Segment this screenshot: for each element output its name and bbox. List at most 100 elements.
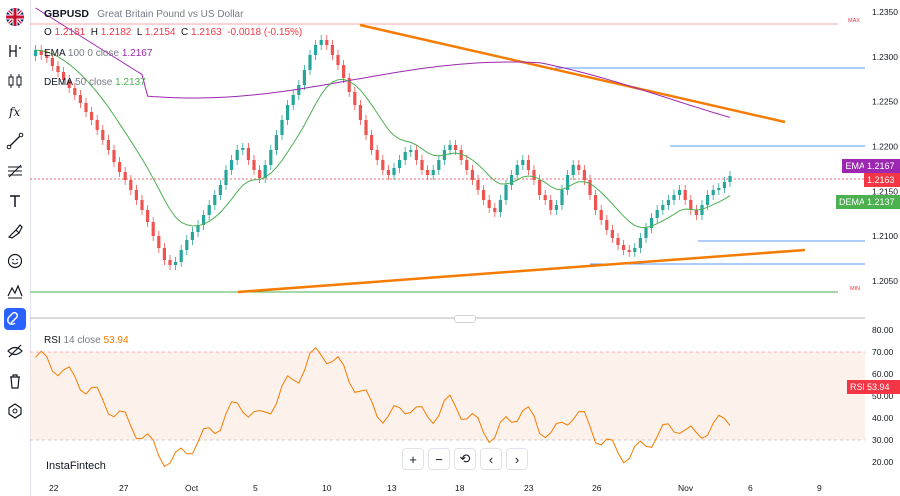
candle-body: [353, 92, 357, 105]
candle-body: [549, 200, 553, 210]
candle-body: [364, 120, 368, 135]
rsi-axis-label: 70.00: [872, 347, 894, 357]
candle-body: [196, 225, 200, 232]
candle-body: [706, 195, 710, 205]
zoom-out-button[interactable]: −: [428, 448, 450, 470]
price-axis-label: 1.2150: [872, 186, 898, 196]
candle-body: [258, 170, 262, 178]
rsi-tag-value: 53.94: [867, 382, 890, 392]
candle-body: [683, 190, 687, 200]
indicator-h-icon[interactable]: [4, 40, 26, 62]
candle-body: [678, 190, 682, 195]
dema-tag-value: 1.2137: [867, 197, 895, 207]
scroll-right-button[interactable]: ›: [506, 448, 528, 470]
dema-legend[interactable]: DEMA 50 close 1.2137: [44, 77, 146, 88]
pattern-tool-icon[interactable]: [4, 280, 26, 302]
candle-body: [291, 95, 295, 105]
magnet-tool-icon[interactable]: [4, 308, 26, 330]
candle-body: [106, 140, 110, 150]
candle-body: [123, 172, 127, 180]
candle-body: [280, 120, 284, 135]
candle-body: [465, 160, 469, 170]
reset-chart-button[interactable]: ⟲: [454, 448, 476, 470]
trendline-tool-icon[interactable]: [4, 130, 26, 152]
candle-body: [454, 145, 458, 150]
scroll-left-button[interactable]: ‹: [480, 448, 502, 470]
candle-body: [599, 210, 603, 220]
candle-body: [308, 55, 312, 70]
zoom-in-button[interactable]: +: [402, 448, 424, 470]
emoji-tool-icon[interactable]: [4, 250, 26, 272]
time-axis-label: 9: [817, 483, 822, 493]
candle-body: [633, 248, 637, 252]
candle-body: [420, 160, 424, 170]
candle-body: [224, 170, 228, 185]
pane-resize-handle[interactable]: [454, 315, 476, 323]
candle-body: [342, 65, 346, 78]
symbol-ticker[interactable]: GBPUSD: [44, 8, 89, 20]
candle-body: [179, 250, 183, 262]
candle-body: [554, 205, 558, 210]
candle-body: [112, 150, 116, 162]
brush-tool-icon[interactable]: [4, 220, 26, 242]
candle-body: [90, 112, 94, 120]
candle-body: [297, 85, 301, 95]
text-tool-icon[interactable]: [4, 190, 26, 212]
fib-tool-icon[interactable]: [4, 160, 26, 182]
function-fx-icon[interactable]: fx: [4, 100, 26, 122]
candle-body: [84, 103, 88, 112]
candle-body: [566, 175, 570, 190]
candle-body: [543, 195, 547, 200]
symbol-legend: GBPUSD Great Britain Pound vs US Dollar: [44, 8, 243, 20]
candlesticks: [34, 35, 732, 270]
dema-price-tag: DEMA: [835, 195, 868, 209]
high-label: H: [90, 27, 98, 38]
ema-line: [35, 7, 731, 118]
ema-legend[interactable]: EMA 100 0 close 1.2167: [44, 48, 152, 59]
open-label: O: [44, 27, 52, 38]
rsi-axis-label: 80.00: [872, 325, 894, 335]
candle-body: [319, 40, 323, 45]
candle-body: [571, 165, 575, 175]
candle-body: [252, 160, 256, 170]
candle-body: [207, 205, 211, 215]
candle-body: [526, 160, 530, 170]
rsi-tag-label: RSI: [849, 382, 865, 392]
open-value: 1.2181: [54, 27, 86, 38]
rsi-value: 53.94: [103, 335, 129, 346]
candle-body: [650, 218, 654, 228]
candle-body: [62, 72, 66, 80]
candle-body: [358, 105, 362, 120]
candle-body: [403, 152, 407, 160]
candle-body: [582, 170, 586, 180]
ema-tag-label: EMA: [845, 161, 865, 171]
candle-body: [487, 200, 491, 208]
delete-drawings-icon[interactable]: [4, 370, 26, 392]
dema-name: DEMA: [44, 77, 73, 88]
candle-body: [431, 170, 435, 175]
candle-body: [459, 150, 463, 160]
candle-body: [95, 120, 99, 130]
dema-params: 50 close: [75, 77, 113, 88]
hide-drawings-icon[interactable]: [4, 340, 26, 362]
candle-body: [644, 228, 648, 238]
candle-body: [50, 58, 54, 66]
rsi-pane: [30, 346, 865, 468]
candle-body: [190, 232, 194, 240]
candle-body: [689, 200, 693, 210]
last-price-value: 1.2163: [867, 175, 895, 185]
rsi-params: 14 close: [63, 335, 101, 346]
lock-drawings-icon[interactable]: [4, 400, 26, 422]
candle-body: [622, 245, 626, 250]
candle-body: [101, 130, 105, 140]
moving-average-lines: [35, 7, 731, 229]
candle-body: [426, 170, 430, 175]
rsi-legend[interactable]: RSI 14 close 53.94: [44, 335, 129, 346]
candle-body: [286, 105, 290, 120]
candle-type-icon[interactable]: [4, 70, 26, 92]
ema-price-tag: EMA: [842, 159, 868, 173]
candle-body: [241, 148, 245, 150]
time-axis-label: 23: [524, 483, 534, 493]
time-axis-label: Nov: [678, 483, 694, 493]
